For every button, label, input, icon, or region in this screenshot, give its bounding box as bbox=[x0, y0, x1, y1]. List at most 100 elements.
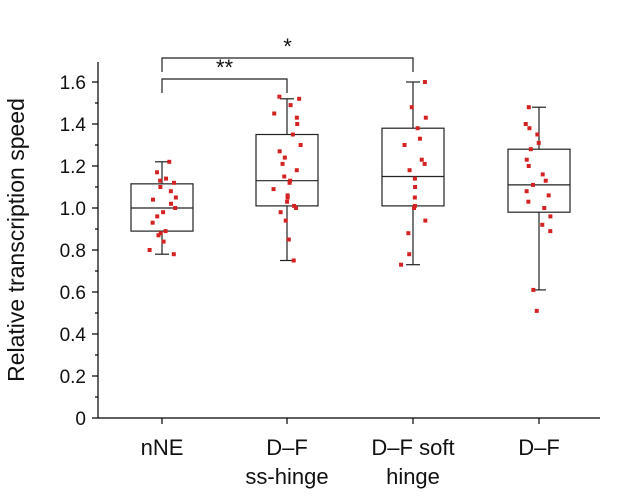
data-point bbox=[526, 199, 531, 204]
data-point bbox=[292, 203, 297, 208]
data-point bbox=[422, 161, 427, 166]
y-tick-label: 1.4 bbox=[60, 115, 87, 136]
data-point bbox=[282, 174, 287, 179]
data-point bbox=[540, 222, 545, 227]
iqr-box bbox=[507, 148, 571, 213]
y-tick-label: 0.8 bbox=[60, 241, 86, 262]
data-point bbox=[399, 262, 404, 267]
data-point bbox=[413, 185, 418, 189]
y-tick-label: 1.2 bbox=[60, 157, 86, 178]
data-point bbox=[271, 187, 276, 192]
boxes bbox=[130, 81, 571, 291]
data-point bbox=[528, 147, 533, 152]
x-tick-label: ss-hinge bbox=[245, 464, 328, 489]
data-point bbox=[423, 115, 428, 120]
data-point bbox=[161, 239, 166, 244]
data-point bbox=[524, 189, 529, 194]
x-tick-label: D–F bbox=[518, 435, 560, 460]
data-point bbox=[291, 258, 296, 263]
data-point bbox=[171, 180, 176, 185]
data-point bbox=[422, 80, 427, 84]
data-point bbox=[409, 105, 414, 110]
data-point bbox=[163, 229, 168, 234]
data-point bbox=[412, 206, 417, 210]
data-point bbox=[161, 210, 166, 215]
y-tick-label: 0.2 bbox=[60, 367, 86, 388]
data-point bbox=[419, 157, 424, 162]
data-point bbox=[534, 308, 539, 313]
y-tick-label: 1.0 bbox=[60, 199, 86, 220]
data-point bbox=[297, 96, 302, 101]
data-point bbox=[167, 159, 172, 164]
data-point bbox=[523, 122, 528, 126]
significance-bracket bbox=[161, 78, 288, 93]
iqr-box bbox=[381, 127, 445, 207]
data-point bbox=[158, 185, 163, 189]
x-axis: nNE D–F ss-hinge D–F soft hinge D–F bbox=[98, 417, 600, 489]
data-point bbox=[280, 161, 285, 166]
y-tick-label: 0 bbox=[75, 409, 86, 430]
data-point bbox=[298, 143, 303, 147]
y-tick-label: 0.4 bbox=[60, 325, 87, 346]
data-point bbox=[168, 189, 173, 194]
data-point bbox=[272, 111, 277, 116]
data-point bbox=[288, 103, 293, 108]
data-point bbox=[147, 248, 152, 252]
data-point bbox=[412, 176, 417, 181]
x-tick-label: D–F soft bbox=[371, 435, 454, 460]
data-point bbox=[402, 143, 407, 147]
data-point bbox=[546, 193, 551, 198]
data-point bbox=[543, 178, 548, 183]
data-point bbox=[536, 140, 541, 145]
data-point bbox=[285, 199, 290, 204]
significance-label: ** bbox=[216, 55, 234, 80]
y-tick-label: 0.6 bbox=[60, 283, 86, 304]
data-point bbox=[151, 197, 156, 202]
x-tick-label: D–F bbox=[266, 435, 308, 460]
data-point bbox=[526, 164, 531, 168]
data-point bbox=[524, 157, 529, 162]
data-point bbox=[415, 126, 420, 131]
data-points bbox=[147, 80, 553, 313]
data-point bbox=[158, 178, 163, 183]
data-point bbox=[155, 170, 160, 175]
data-point bbox=[171, 252, 176, 257]
data-point bbox=[531, 182, 536, 187]
data-point bbox=[282, 155, 287, 160]
data-point bbox=[294, 206, 299, 210]
data-point bbox=[548, 214, 553, 219]
data-point bbox=[283, 218, 288, 223]
data-point bbox=[540, 172, 545, 177]
data-point bbox=[406, 231, 411, 236]
data-point bbox=[285, 193, 290, 198]
significance-bracket bbox=[161, 57, 414, 72]
significance-brackets: *** bbox=[161, 34, 414, 93]
data-point bbox=[277, 94, 282, 99]
data-point bbox=[285, 195, 290, 200]
data-point bbox=[423, 218, 428, 223]
data-point bbox=[412, 195, 417, 200]
data-point bbox=[290, 132, 295, 137]
data-point bbox=[164, 176, 169, 181]
data-point bbox=[294, 115, 299, 120]
data-point bbox=[412, 203, 417, 208]
x-tick-label: nNE bbox=[141, 435, 184, 460]
y-tick-label: 1.6 bbox=[60, 73, 86, 94]
data-point bbox=[527, 126, 532, 131]
data-point bbox=[158, 231, 163, 236]
significance-label: * bbox=[283, 34, 292, 59]
data-point bbox=[286, 237, 291, 242]
data-point bbox=[278, 210, 283, 215]
data-point bbox=[542, 206, 547, 210]
data-point bbox=[287, 180, 292, 185]
data-point bbox=[155, 214, 160, 219]
y-axis-label: Relative transcription speed bbox=[3, 98, 29, 382]
data-point bbox=[150, 220, 155, 225]
data-point bbox=[295, 122, 300, 126]
data-point bbox=[288, 178, 293, 183]
data-point bbox=[294, 168, 299, 173]
data-point bbox=[526, 105, 531, 110]
data-point bbox=[548, 229, 553, 234]
